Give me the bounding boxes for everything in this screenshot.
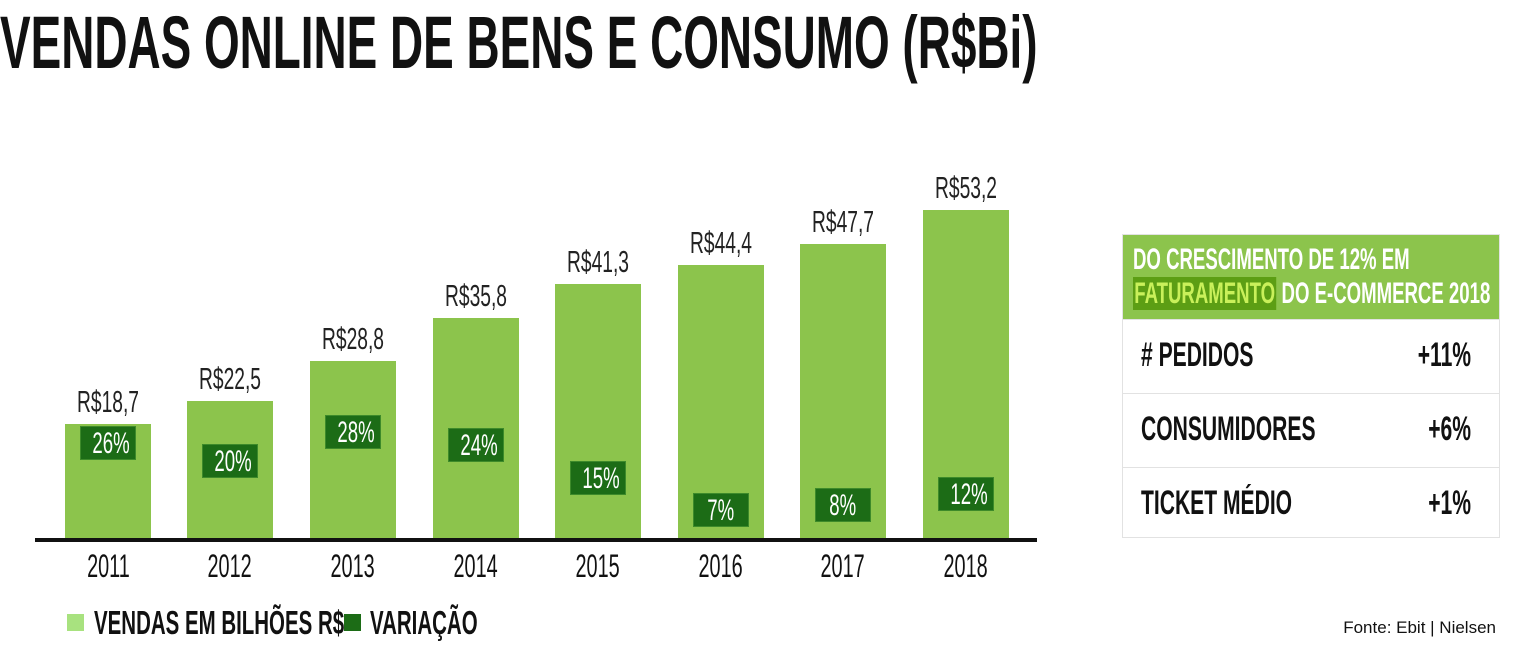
value-label-2018: R$53,2 bbox=[896, 170, 1036, 206]
row-label: TICKET MÉDIO bbox=[1141, 484, 1293, 522]
panel-heading-line1: DO CRESCIMENTO DE 12% EM bbox=[1133, 243, 1410, 276]
x-tick-label: 2015 bbox=[575, 548, 621, 584]
panel-heading-highlight: FATURAMENTO bbox=[1133, 277, 1277, 310]
chart-title: VENDAS ONLINE DE BENS E CONSUMO (R$Bi) bbox=[0, 1, 1038, 84]
x-tick-2013: 2013 bbox=[293, 548, 413, 585]
bar-2015 bbox=[555, 283, 641, 540]
value-label-text: R$35,8 bbox=[445, 278, 507, 314]
panel-row-consumidores: CONSUMIDORES +6% bbox=[1123, 393, 1499, 467]
x-tick-2018: 2018 bbox=[906, 548, 1026, 585]
variation-label-2011: 26% bbox=[80, 426, 136, 460]
legend-swatch-variacao bbox=[344, 614, 361, 631]
variation-label-2017: 8% bbox=[815, 488, 871, 522]
value-label-text: R$22,5 bbox=[199, 360, 261, 396]
legend-swatch-vendas bbox=[67, 614, 84, 631]
x-tick-label: 2016 bbox=[698, 548, 744, 584]
x-axis-line bbox=[35, 538, 1037, 542]
variation-label-text: 26% bbox=[92, 427, 130, 460]
x-tick-label: 2014 bbox=[453, 548, 499, 584]
x-tick-2014: 2014 bbox=[416, 548, 536, 585]
x-tick-label: 2018 bbox=[943, 548, 989, 584]
variation-label-2015: 15% bbox=[570, 461, 626, 495]
value-label-2016: R$44,4 bbox=[651, 225, 791, 261]
x-tick-2011: 2011 bbox=[48, 548, 168, 585]
row-value: +11% bbox=[1417, 336, 1471, 374]
row-label: CONSUMIDORES bbox=[1141, 410, 1316, 448]
panel-row-ticket-medio: TICKET MÉDIO +1% bbox=[1123, 467, 1499, 541]
variation-label-text: 28% bbox=[337, 416, 375, 449]
x-tick-2017: 2017 bbox=[783, 548, 903, 585]
variation-label-text: 15% bbox=[582, 462, 620, 495]
bar-2013 bbox=[310, 361, 396, 540]
x-tick-label: 2013 bbox=[330, 548, 376, 584]
value-label-2011: R$18,7 bbox=[38, 384, 178, 420]
legend-label-variacao: VARIAÇÃO bbox=[370, 604, 478, 641]
legend-label-vendas: VENDAS EM BILHÕES R$ bbox=[94, 604, 345, 641]
variation-label-2012: 20% bbox=[202, 444, 258, 478]
variation-label-2018: 12% bbox=[938, 477, 994, 511]
variation-label-text: 20% bbox=[214, 445, 252, 478]
row-value: +1% bbox=[1428, 484, 1471, 522]
variation-label-2016: 7% bbox=[693, 493, 749, 527]
value-label-2013: R$28,8 bbox=[283, 321, 423, 357]
value-label-text: R$41,3 bbox=[567, 243, 629, 279]
variation-label-text: 24% bbox=[460, 429, 498, 462]
panel-heading: DO CRESCIMENTO DE 12% EM FATURAMENTO DO … bbox=[1123, 235, 1499, 319]
x-tick-2015: 2015 bbox=[538, 548, 658, 585]
value-label-text: R$18,7 bbox=[77, 384, 139, 420]
variation-label-2014: 24% bbox=[448, 428, 504, 462]
source-note: Fonte: Ebit | Nielsen bbox=[1343, 618, 1496, 637]
x-tick-label: 2012 bbox=[207, 548, 253, 584]
value-label-text: R$28,8 bbox=[322, 321, 384, 357]
bar-chart: R$18,7 26% 2011 R$22,5 20% 2012 R$28,8 28% 2013 R… bbox=[38, 170, 1036, 585]
value-label-2014: R$35,8 bbox=[406, 278, 546, 314]
value-label-2017: R$47,7 bbox=[773, 204, 913, 240]
x-tick-label: 2017 bbox=[820, 548, 866, 584]
x-tick-label: 2011 bbox=[86, 548, 130, 584]
value-label-text: R$47,7 bbox=[812, 204, 874, 240]
x-tick-2012: 2012 bbox=[170, 548, 290, 585]
row-label: # PEDIDOS bbox=[1141, 336, 1254, 374]
value-label-text: R$44,4 bbox=[690, 224, 752, 260]
panel-heading-line2: DO E-COMMERCE 2018 bbox=[1281, 277, 1491, 310]
variation-label-2013: 28% bbox=[325, 415, 381, 449]
variation-label-text: 8% bbox=[829, 489, 857, 522]
panel-row-pedidos: # PEDIDOS +11% bbox=[1123, 319, 1499, 393]
value-label-2015: R$41,3 bbox=[528, 244, 668, 280]
variation-label-text: 12% bbox=[950, 478, 988, 511]
value-label-2012: R$22,5 bbox=[160, 361, 300, 397]
x-tick-2016: 2016 bbox=[661, 548, 781, 585]
variation-label-text: 7% bbox=[707, 494, 735, 527]
value-label-text: R$53,2 bbox=[935, 170, 997, 206]
summary-panel: DO CRESCIMENTO DE 12% EM FATURAMENTO DO … bbox=[1122, 234, 1500, 538]
row-value: +6% bbox=[1428, 410, 1471, 448]
